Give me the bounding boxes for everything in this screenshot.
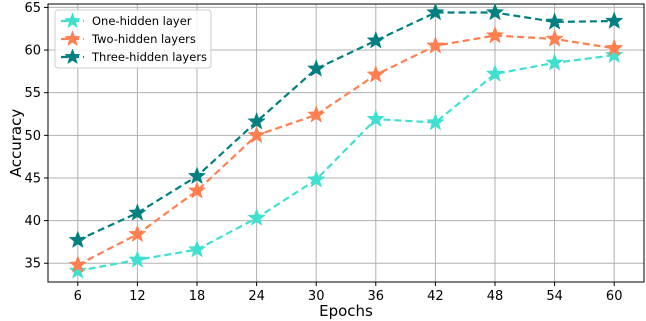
grid-lines xyxy=(48,4,644,282)
y-tick-label: 40 xyxy=(24,214,41,229)
series-2 xyxy=(68,25,624,273)
data-point-star xyxy=(306,105,326,123)
data-point-star xyxy=(366,30,386,49)
data-point-star xyxy=(485,2,505,21)
x-tick-label: 54 xyxy=(546,289,563,304)
data-point-star xyxy=(604,11,624,29)
data-point-star xyxy=(426,36,445,54)
series-1 xyxy=(68,45,624,279)
legend-star-icon xyxy=(64,12,81,29)
data-point-star xyxy=(426,2,445,21)
legend-box xyxy=(54,9,212,69)
data-point-star xyxy=(128,224,147,243)
x-tick-label: 30 xyxy=(308,289,325,304)
data-point-star xyxy=(545,29,564,47)
x-tick-label: 48 xyxy=(487,289,504,304)
legend-item: Three-hidden layers xyxy=(61,48,207,65)
legend-label: Three-hidden layers xyxy=(91,50,207,64)
y-tick-label: 50 xyxy=(24,129,41,144)
y-tick-label: 60 xyxy=(24,44,41,59)
data-point-star xyxy=(306,169,326,188)
data-point-star xyxy=(306,59,326,77)
x-axis-title: Epochs xyxy=(319,302,373,320)
legend-item: One-hidden layer xyxy=(61,12,192,29)
data-point-star xyxy=(187,239,207,258)
data-point-star xyxy=(426,112,445,131)
axis-ticks: 6 12 18 24 30 36 42 48 54 60 35 40 45 50 55 60 65 xyxy=(24,1,622,304)
data-point-star xyxy=(604,45,624,64)
data-point-star xyxy=(128,203,147,221)
data-point-star xyxy=(247,208,266,226)
x-tick-label: 42 xyxy=(427,289,444,304)
data-point-star xyxy=(187,166,207,185)
y-tick-label: 45 xyxy=(24,171,41,186)
legend-item: Two-hidden layers xyxy=(61,30,196,47)
x-tick-label: 18 xyxy=(189,289,206,304)
legend-star-icon xyxy=(64,48,81,65)
plot-frame xyxy=(47,3,645,283)
data-point-star xyxy=(247,111,266,130)
data-point-star xyxy=(485,64,505,82)
x-tick-label: 12 xyxy=(129,289,146,304)
legend: One-hidden layer Two-hidden layers Three-h… xyxy=(54,9,212,69)
data-point-star xyxy=(604,38,624,57)
series-line xyxy=(77,34,615,266)
series-3 xyxy=(68,2,624,249)
data-point-star xyxy=(545,53,564,71)
y-tick-label: 35 xyxy=(24,257,41,272)
series-layer xyxy=(68,2,624,279)
x-tick-label: 60 xyxy=(606,289,623,304)
y-tick-label: 55 xyxy=(24,86,41,101)
x-tick-label: 6 xyxy=(74,289,82,304)
data-point-star xyxy=(247,125,266,144)
series-line xyxy=(77,11,615,242)
data-point-star xyxy=(68,230,88,249)
y-tick-label: 65 xyxy=(24,1,41,16)
data-point-star xyxy=(128,250,147,268)
data-point-star xyxy=(187,181,207,199)
data-point-star xyxy=(366,65,386,83)
legend-label: One-hidden layer xyxy=(92,14,192,28)
data-point-star xyxy=(545,12,564,30)
x-tick-label: 36 xyxy=(368,289,385,304)
legend-star-icon xyxy=(64,30,81,47)
data-point-star xyxy=(68,261,88,279)
x-tick-label: 24 xyxy=(248,289,265,304)
data-point-star xyxy=(485,25,505,44)
y-axis-title: Accuracy xyxy=(7,109,25,178)
data-point-star xyxy=(366,109,386,127)
legend-label: Two-hidden layers xyxy=(91,32,196,46)
data-point-star xyxy=(68,255,88,273)
series-line xyxy=(77,54,615,272)
